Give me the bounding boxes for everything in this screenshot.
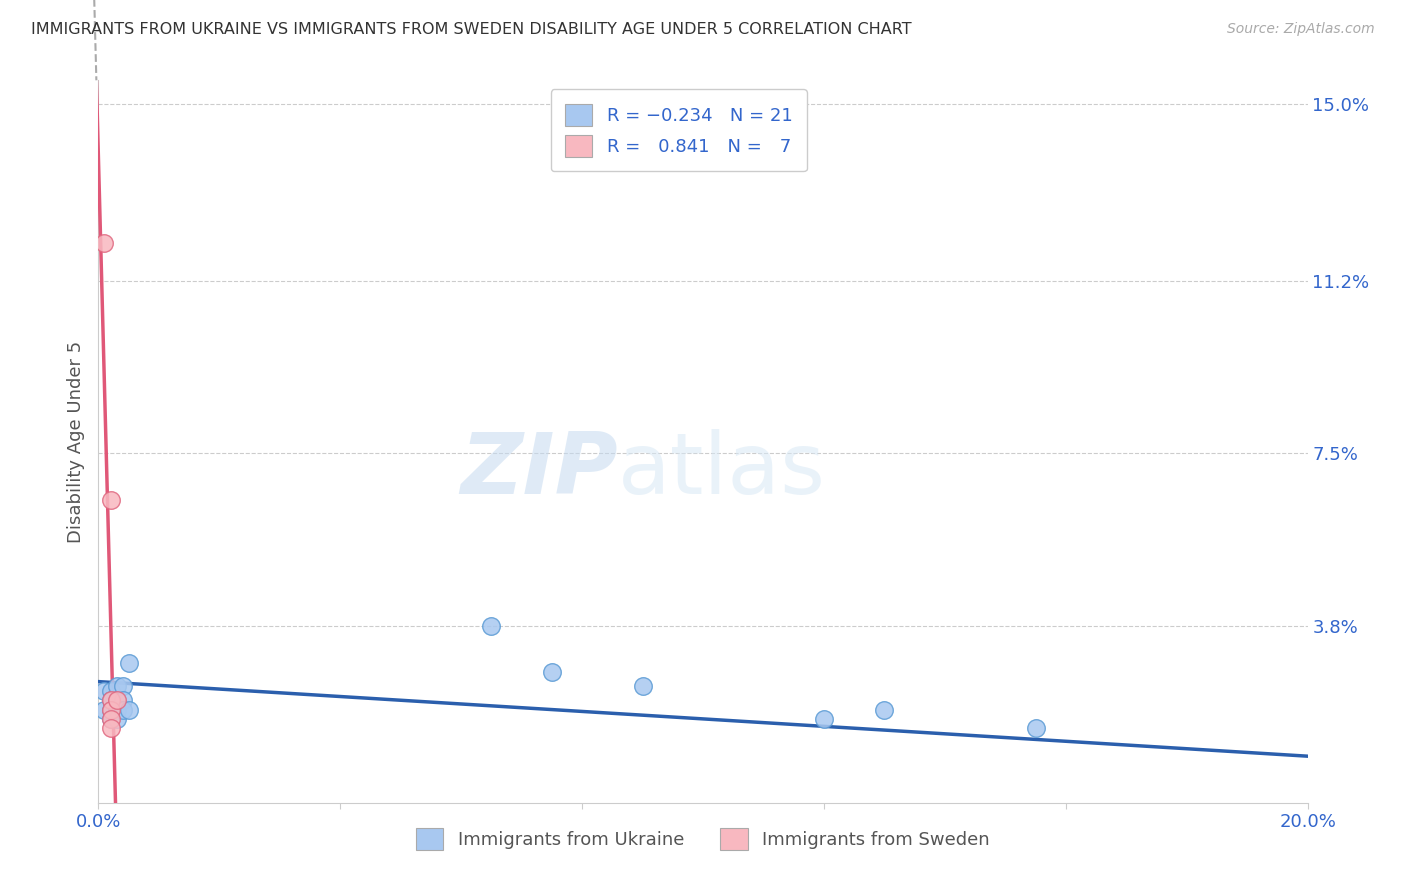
Point	[100, 712, 122, 726]
Point	[93, 702, 115, 716]
Point	[105, 693, 128, 707]
Point	[118, 702, 141, 716]
Point	[111, 702, 134, 716]
Point	[1024, 721, 1046, 735]
Y-axis label: Disability Age Under 5: Disability Age Under 5	[66, 341, 84, 542]
Point	[813, 712, 835, 726]
Legend: Immigrants from Ukraine, Immigrants from Sweden: Immigrants from Ukraine, Immigrants from…	[408, 819, 998, 859]
Point	[111, 679, 134, 693]
Text: atlas: atlas	[619, 429, 827, 512]
Point	[105, 693, 128, 707]
Point	[631, 679, 654, 693]
Point	[100, 712, 122, 726]
Point	[105, 712, 128, 726]
Point	[118, 656, 141, 670]
Point	[105, 679, 128, 693]
Text: Source: ZipAtlas.com: Source: ZipAtlas.com	[1227, 22, 1375, 37]
Point	[100, 693, 122, 707]
Point	[873, 702, 896, 716]
Point	[100, 721, 122, 735]
Point	[100, 684, 122, 698]
Point	[100, 492, 122, 507]
Point	[111, 693, 134, 707]
Point	[540, 665, 562, 680]
Point	[105, 702, 128, 716]
Point	[100, 702, 122, 716]
Point	[93, 684, 115, 698]
Text: ZIP: ZIP	[461, 429, 619, 512]
Point	[93, 236, 115, 251]
Point	[481, 618, 503, 632]
Point	[100, 693, 122, 707]
Text: IMMIGRANTS FROM UKRAINE VS IMMIGRANTS FROM SWEDEN DISABILITY AGE UNDER 5 CORRELA: IMMIGRANTS FROM UKRAINE VS IMMIGRANTS FR…	[31, 22, 911, 37]
Point	[100, 702, 122, 716]
